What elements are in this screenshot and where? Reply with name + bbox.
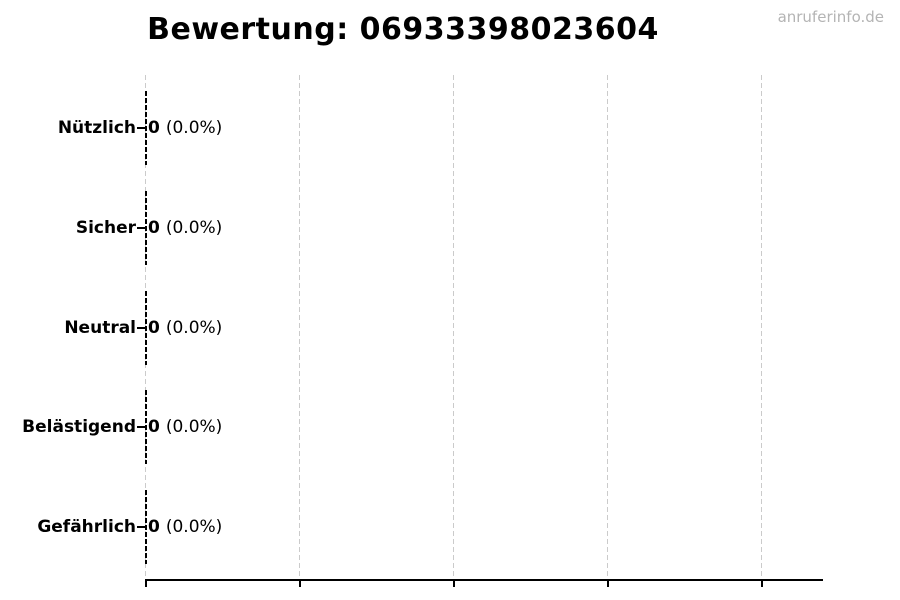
- value-percent: (0.0%): [165, 318, 223, 338]
- category-label: Nützlich: [57, 118, 136, 138]
- bar-row: Neutral 0 (0.0%): [0, 291, 900, 365]
- y-axis-tick: [137, 327, 145, 329]
- value-count: 0: [148, 417, 160, 437]
- chart-title: Bewertung: 06933398023604: [147, 12, 659, 47]
- value-count: 0: [148, 118, 160, 138]
- y-axis-tick: [137, 227, 145, 229]
- category-label: Gefährlich: [37, 517, 136, 537]
- value-count: 0: [148, 218, 160, 238]
- gridline-vertical: [299, 75, 300, 580]
- value-percent: (0.0%): [165, 517, 223, 537]
- value-count: 0: [148, 318, 160, 338]
- x-axis-tick: [145, 581, 147, 587]
- value-count: 0: [148, 517, 160, 537]
- bar-row: Belästigend 0 (0.0%): [0, 390, 900, 464]
- category-label: Neutral: [64, 318, 136, 338]
- category-label: Belästigend: [22, 417, 136, 437]
- bar-row: Sicher 0 (0.0%): [0, 191, 900, 265]
- x-axis-line: [145, 579, 823, 581]
- x-axis-tick: [761, 581, 763, 587]
- zero-width-bar: [145, 291, 147, 365]
- value-label: 0 (0.0%): [148, 117, 222, 139]
- y-axis-tick: [137, 526, 145, 528]
- value-label: 0 (0.0%): [148, 317, 222, 339]
- bar-row: Nützlich 0 (0.0%): [0, 91, 900, 165]
- value-percent: (0.0%): [165, 118, 223, 138]
- zero-width-bar: [145, 191, 147, 265]
- gridline-vertical: [453, 75, 454, 580]
- gridline-vertical: [761, 75, 762, 580]
- value-percent: (0.0%): [165, 218, 223, 238]
- y-axis-tick: [137, 127, 145, 129]
- category-label: Sicher: [75, 218, 136, 238]
- x-axis-tick: [299, 581, 301, 587]
- value-label: 0 (0.0%): [148, 416, 222, 438]
- value-label: 0 (0.0%): [148, 217, 222, 239]
- value-percent: (0.0%): [165, 417, 223, 437]
- watermark-text: anruferinfo.de: [777, 8, 884, 26]
- y-axis-tick: [137, 426, 145, 428]
- zero-width-bar: [145, 390, 147, 464]
- value-label: 0 (0.0%): [148, 516, 222, 538]
- zero-width-bar: [145, 91, 147, 165]
- gridline-vertical: [607, 75, 608, 580]
- bar-row: Gefährlich 0 (0.0%): [0, 490, 900, 564]
- x-axis-tick: [453, 581, 455, 587]
- x-axis-tick: [607, 581, 609, 587]
- zero-width-bar: [145, 490, 147, 564]
